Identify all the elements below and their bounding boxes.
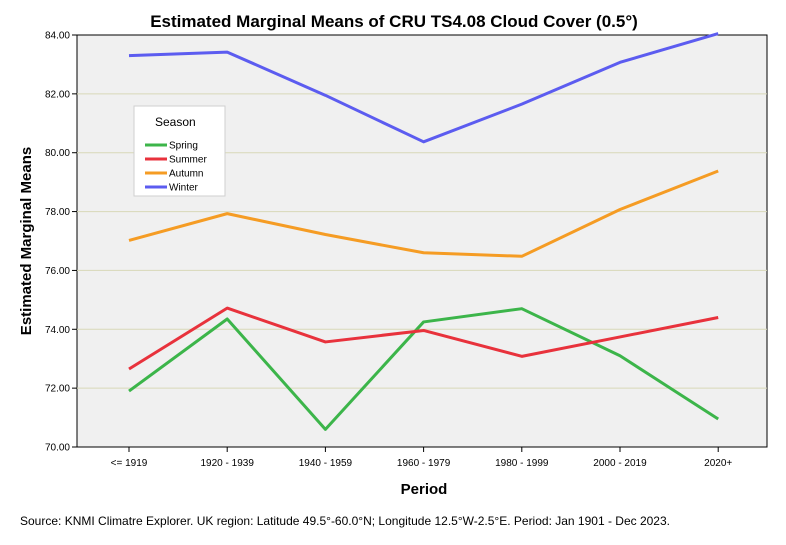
series-line-spring xyxy=(128,307,720,431)
y-tick-label: 74.00 xyxy=(45,325,70,336)
y-tick-label: 70.00 xyxy=(45,443,70,454)
legend-label-winter: Winter xyxy=(169,183,199,194)
y-tick-label: 84.00 xyxy=(45,31,70,42)
x-tick-label: 1940 - 1959 xyxy=(299,458,353,469)
plot-area xyxy=(76,34,768,448)
x-tick-label: 1960 - 1979 xyxy=(397,458,451,469)
x-axis: <= 1919 1920 - 1939 1940 - 1959 1960 - 1979… xyxy=(111,447,732,469)
legend: Season Spring Summer Autumn Winter xyxy=(133,105,226,197)
x-tick-label: <= 1919 xyxy=(111,458,148,469)
y-axis: 70.00 72.00 74.00 76.00 78.00 80.00 82.00 84.00 xyxy=(45,31,77,454)
x-axis-title: Period xyxy=(401,481,448,498)
legend-title: Season xyxy=(155,115,196,129)
y-tick-label: 78.00 xyxy=(45,207,70,218)
y-tick-label: 72.00 xyxy=(45,384,70,395)
series-layer xyxy=(128,32,720,431)
x-tick-label: 1980 - 1999 xyxy=(495,458,549,469)
x-tick-label: 2000 - 2019 xyxy=(593,458,647,469)
source-note: Source: KNMI Climatre Explorer. UK regio… xyxy=(20,514,670,528)
legend-label-autumn: Autumn xyxy=(169,169,203,180)
legend-box xyxy=(133,105,226,197)
x-tick-label: 2020+ xyxy=(704,458,732,469)
y-tick-label: 80.00 xyxy=(45,148,70,159)
chart-title: Estimated Marginal Means of CRU TS4.08 C… xyxy=(150,12,638,31)
y-axis-title: Estimated Marginal Means xyxy=(18,147,35,335)
series-line-summer xyxy=(128,306,719,371)
series-line-autumn xyxy=(128,169,719,258)
legend-label-spring: Spring xyxy=(169,141,198,152)
y-tick-label: 76.00 xyxy=(45,266,70,277)
x-tick-label: 1920 - 1939 xyxy=(201,458,255,469)
series-line-winter xyxy=(128,32,719,144)
y-tick-label: 82.00 xyxy=(45,89,70,100)
legend-label-summer: Summer xyxy=(169,155,207,166)
